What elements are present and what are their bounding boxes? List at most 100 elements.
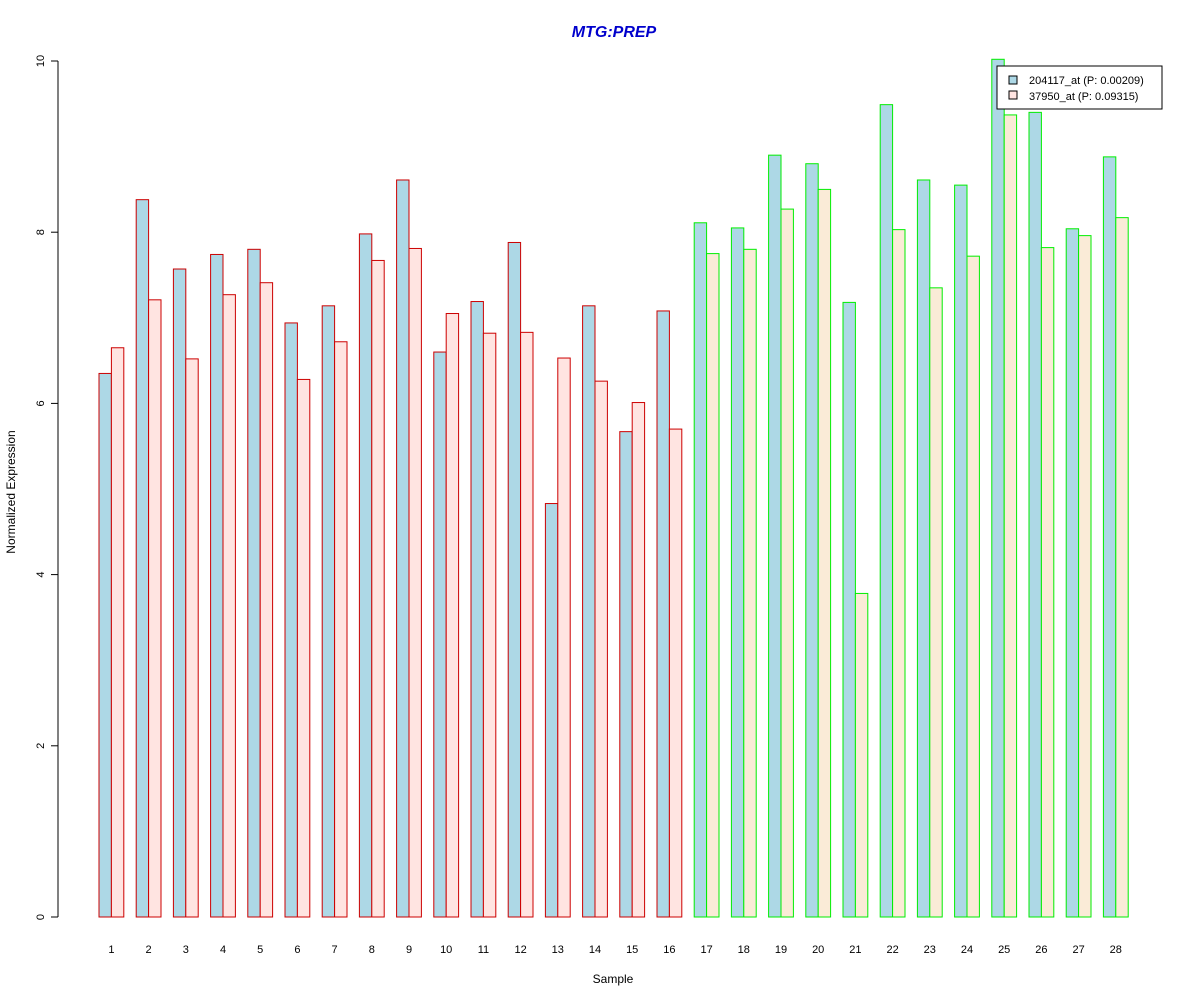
x-tick-label: 24: [961, 944, 973, 956]
bar-series-2: [892, 229, 906, 918]
x-tick-label: 14: [589, 944, 601, 956]
legend-swatch-series-1: [1008, 75, 1018, 85]
y-tick-label: 2: [35, 743, 47, 749]
x-tick-label: 16: [663, 944, 675, 956]
bar-series-1: [321, 305, 336, 918]
bar-series-1: [98, 372, 112, 918]
bar-series-1: [210, 253, 224, 918]
legend-label-series-2: 37950_at (P: 0.09315): [1029, 91, 1138, 103]
bar-series-2: [854, 592, 869, 918]
bar-series-1: [805, 163, 819, 918]
x-tick-label: 12: [514, 944, 526, 956]
bar-series-1: [619, 431, 633, 918]
y-axis: 0 2 4 6 8 10: [35, 55, 59, 920]
bar-series-2: [334, 341, 348, 918]
x-tick-label: 19: [775, 944, 787, 956]
x-tick-label: 22: [886, 944, 898, 956]
bar-series-2: [631, 402, 646, 918]
bar-series-1: [1102, 156, 1117, 918]
x-tick-label: 11: [478, 944, 489, 956]
x-tick-label: 21: [849, 944, 861, 956]
bar-series-2: [371, 259, 385, 918]
bar-series-2: [966, 255, 980, 918]
bar-series-1: [470, 301, 484, 918]
bar-series-1: [135, 199, 150, 918]
x-tick-label: 13: [552, 944, 564, 956]
x-tick-labels: 1 2 3 4 5 6 7 8 9 10 11 12 13 14 15 16 17 18 19 20 21 22 23 24 2…: [108, 944, 1122, 956]
bar-series-1: [991, 58, 1005, 918]
bar-series-2: [557, 357, 571, 918]
x-tick-label: 27: [1072, 944, 1084, 956]
x-tick-label: 28: [1110, 944, 1122, 956]
bar-series-1: [358, 233, 373, 918]
y-tick-label: 6: [35, 400, 47, 406]
bar-series-1: [693, 222, 708, 918]
bar-series-2: [445, 313, 460, 918]
x-tick-label: 9: [406, 944, 412, 956]
x-tick-label: 8: [369, 944, 375, 956]
bar-series-1: [1028, 111, 1042, 918]
x-tick-label: 10: [440, 944, 452, 956]
bar-series-2: [817, 188, 832, 918]
bar-series-1: [842, 301, 856, 918]
x-tick-label: 25: [998, 944, 1010, 956]
bar-series-2: [296, 378, 311, 918]
y-tick-label: 10: [35, 55, 47, 67]
y-axis-label: Normalized Expression: [4, 430, 18, 553]
bar-series-2: [668, 428, 683, 918]
legend: 204117_at (P: 0.00209) 37950_at (P: 0.09…: [996, 65, 1163, 110]
chart-title: MTG:PREP: [572, 24, 657, 41]
x-tick-label: 15: [626, 944, 638, 956]
bar-series-2: [259, 282, 274, 918]
legend-box: [996, 65, 1163, 110]
bars-group: [98, 58, 1129, 918]
bar-series-2: [110, 347, 125, 918]
x-tick-label: 3: [183, 944, 189, 956]
bar-series-2: [482, 332, 497, 918]
bar-series-1: [656, 310, 670, 918]
x-tick-label: 20: [812, 944, 824, 956]
bar-series-1: [916, 179, 931, 918]
bar-series-2: [1078, 235, 1092, 918]
bar-series-2: [1003, 114, 1018, 918]
x-tick-label: 1: [108, 944, 114, 956]
x-axis-label: Sample: [593, 972, 634, 986]
bar-series-1: [1065, 228, 1080, 918]
bar-series-2: [148, 299, 162, 918]
x-tick-label: 17: [700, 944, 712, 956]
x-tick-label: 23: [924, 944, 936, 956]
y-tick-label: 0: [35, 914, 47, 920]
y-tick-label: 8: [35, 229, 47, 235]
bar-series-2: [706, 253, 720, 918]
bar-series-1: [768, 154, 782, 918]
bar-series-1: [954, 184, 968, 918]
bar-series-1: [879, 104, 894, 918]
bar-series-2: [594, 380, 608, 918]
bar-series-2: [1115, 217, 1129, 918]
x-tick-label: 7: [332, 944, 338, 956]
x-tick-label: 2: [146, 944, 152, 956]
bar-series-1: [247, 248, 261, 918]
bar-series-2: [743, 248, 757, 918]
x-tick-label: 6: [294, 944, 300, 956]
bar-series-2: [780, 208, 794, 918]
bar-series-2: [520, 331, 534, 918]
bar-series-2: [929, 287, 943, 918]
bar-series-1: [582, 305, 596, 918]
bar-series-1: [730, 227, 745, 918]
bar-series-2: [185, 358, 199, 918]
x-tick-label: 4: [220, 944, 226, 956]
legend-label-series-1: 204117_at (P: 0.00209): [1029, 75, 1144, 87]
x-tick-label: 5: [257, 944, 263, 956]
bar-series-1: [396, 179, 410, 918]
x-tick-label: 26: [1035, 944, 1047, 956]
y-tick-label: 4: [35, 572, 47, 578]
bar-series-2: [1040, 247, 1055, 918]
bar-series-1: [284, 322, 298, 918]
bar-series-1: [172, 268, 187, 918]
legend-swatch-series-2: [1008, 90, 1018, 100]
bar-series-1: [544, 503, 559, 918]
bar-series-2: [222, 294, 236, 918]
bar-series-2: [408, 247, 422, 918]
